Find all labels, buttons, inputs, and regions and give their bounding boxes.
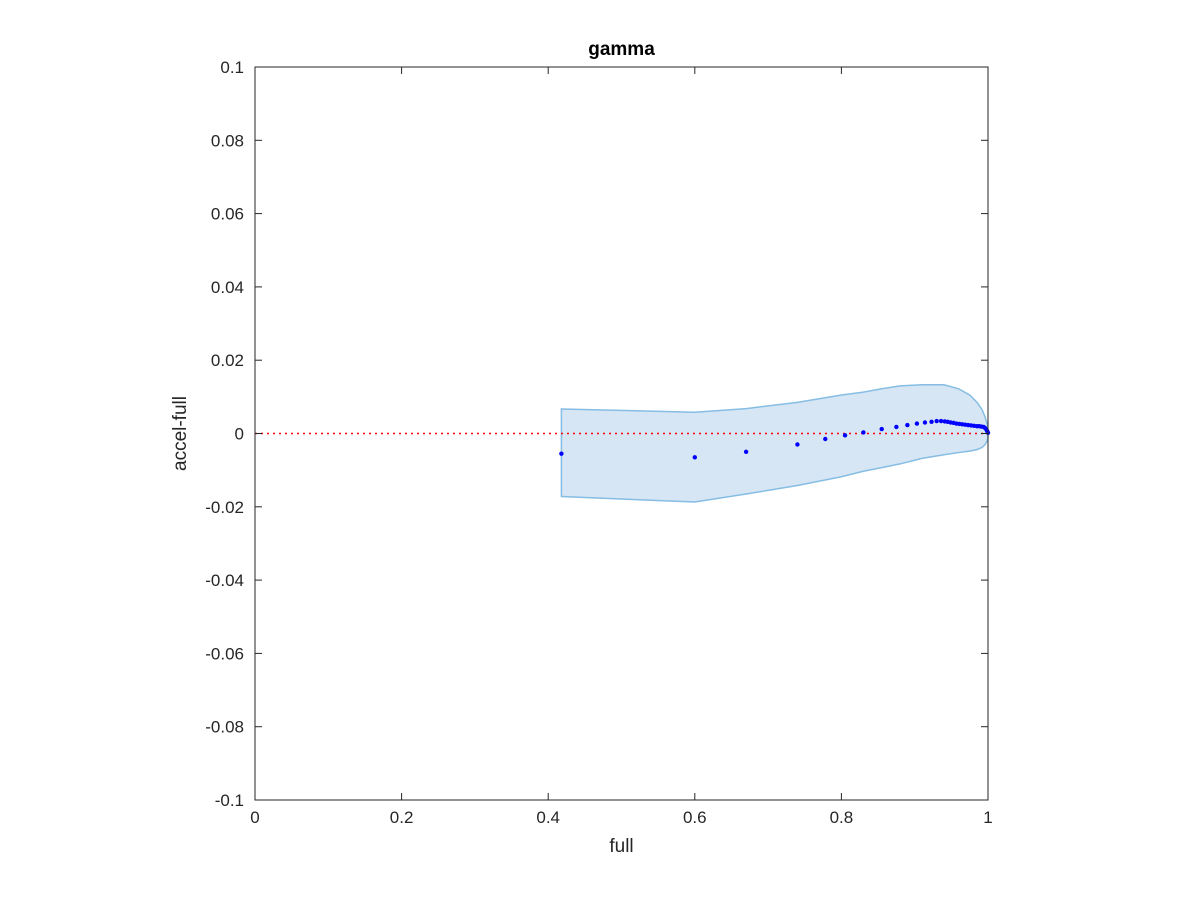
x-axis-label: full <box>609 836 633 857</box>
data-point <box>894 424 899 430</box>
x-tick-label: 0 <box>250 808 259 827</box>
data-point <box>743 449 749 455</box>
y-tick-label: -0.06 <box>205 644 244 663</box>
data-point <box>879 426 884 432</box>
y-tick-label: 0.1 <box>220 58 244 77</box>
data-point <box>842 433 848 438</box>
x-tick-label: 0.4 <box>536 808 560 827</box>
y-tick-label: 0.04 <box>211 278 244 297</box>
y-tick-label: 0.02 <box>211 351 244 370</box>
y-tick-label: -0.02 <box>205 498 244 517</box>
y-tick-label: -0.04 <box>205 571 244 590</box>
data-point <box>861 430 866 435</box>
data-point <box>934 418 939 424</box>
x-tick-label: 0.8 <box>830 808 854 827</box>
x-tick-label: 1 <box>983 808 992 827</box>
data-point <box>823 436 828 442</box>
data-point <box>559 451 564 456</box>
scatter-points-layer <box>559 418 991 460</box>
data-point <box>905 422 910 428</box>
y-tick-label: -0.08 <box>205 718 244 737</box>
data-point <box>922 420 928 425</box>
y-tick-label: -0.1 <box>215 791 244 810</box>
y-tick-label: 0.08 <box>211 131 244 150</box>
data-point <box>692 455 697 460</box>
y-axis-label: accel-full <box>170 396 191 471</box>
data-point <box>938 418 944 424</box>
y-tick-label: 0 <box>235 425 244 444</box>
x-axis-ticks: 0 0.2 0.4 0.6 0.8 1 <box>250 67 993 827</box>
y-tick-label: 0.06 <box>211 205 244 224</box>
data-point <box>914 421 920 426</box>
chart-title: gamma <box>588 39 655 60</box>
data-point <box>795 442 800 447</box>
data-point <box>929 419 934 424</box>
x-tick-label: 0.2 <box>390 808 414 827</box>
x-tick-label: 0.6 <box>683 808 707 827</box>
y-axis-ticks: -0.1 -0.08 -0.06 -0.04 -0.02 0 0.02 0.04 0.06 0.0… <box>205 58 988 810</box>
